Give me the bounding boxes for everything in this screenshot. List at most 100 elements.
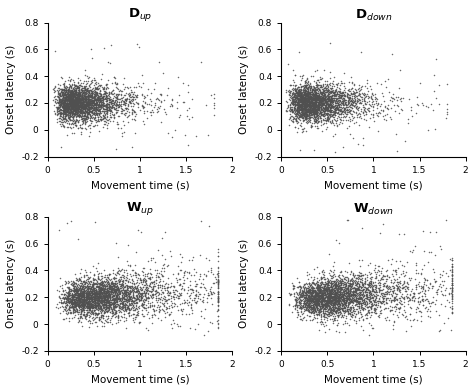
Point — [318, 291, 326, 297]
Point — [97, 298, 105, 304]
Point — [307, 292, 314, 298]
Point — [91, 288, 98, 294]
Point — [91, 296, 98, 302]
Point — [298, 113, 305, 119]
Point — [316, 307, 323, 313]
Point — [341, 274, 348, 280]
Point — [415, 279, 422, 285]
Point — [80, 307, 87, 314]
Point — [337, 294, 345, 301]
Point — [84, 280, 92, 287]
Point — [79, 92, 86, 98]
Point — [160, 285, 168, 291]
Point — [360, 280, 367, 286]
Point — [308, 114, 316, 120]
Point — [69, 95, 76, 101]
Point — [300, 287, 308, 293]
Point — [300, 96, 308, 102]
Point — [68, 300, 76, 306]
Point — [307, 298, 314, 304]
Point — [103, 277, 110, 283]
Point — [335, 305, 342, 311]
Point — [333, 98, 341, 104]
Point — [448, 263, 456, 269]
Point — [66, 310, 73, 316]
Point — [339, 100, 346, 106]
Point — [144, 298, 152, 304]
Point — [316, 294, 323, 300]
Point — [102, 298, 109, 304]
Point — [65, 96, 73, 103]
Point — [298, 90, 306, 96]
Point — [310, 106, 317, 112]
Point — [291, 92, 299, 98]
Point — [59, 94, 66, 100]
Point — [73, 103, 80, 109]
Point — [75, 98, 82, 104]
Point — [86, 96, 93, 102]
Point — [125, 96, 133, 102]
Point — [324, 107, 332, 113]
Point — [300, 112, 308, 119]
Point — [287, 104, 294, 110]
Point — [111, 302, 119, 308]
Point — [90, 95, 98, 101]
Point — [303, 296, 311, 303]
Point — [314, 115, 321, 121]
Point — [337, 94, 345, 100]
Point — [307, 109, 315, 115]
Point — [97, 105, 104, 111]
Point — [312, 309, 320, 315]
Point — [81, 302, 88, 308]
Point — [69, 93, 77, 99]
Point — [322, 292, 329, 298]
Point — [91, 309, 98, 316]
Point — [403, 293, 411, 300]
Point — [304, 96, 311, 103]
Point — [397, 98, 405, 104]
Point — [384, 294, 392, 301]
Point — [409, 317, 417, 323]
Point — [214, 296, 222, 302]
Point — [132, 99, 140, 105]
Point — [102, 283, 110, 289]
Point — [301, 96, 309, 102]
Point — [80, 101, 88, 107]
Point — [60, 99, 68, 106]
Point — [82, 279, 90, 285]
Point — [313, 83, 320, 90]
Point — [329, 87, 337, 94]
Point — [350, 278, 358, 284]
Point — [72, 89, 79, 95]
Point — [312, 300, 320, 306]
Point — [134, 227, 142, 233]
Point — [85, 288, 93, 294]
Point — [413, 101, 421, 107]
Point — [171, 287, 178, 293]
Point — [104, 275, 112, 281]
Point — [76, 113, 84, 119]
Point — [312, 290, 319, 296]
Point — [94, 95, 102, 101]
Point — [326, 75, 334, 81]
Point — [130, 300, 137, 306]
Point — [85, 92, 92, 98]
Point — [69, 111, 76, 117]
Point — [122, 301, 130, 308]
Point — [62, 295, 70, 301]
Point — [328, 98, 335, 105]
Point — [355, 317, 363, 324]
Point — [61, 92, 68, 99]
Point — [85, 133, 93, 139]
Point — [327, 94, 334, 101]
Point — [334, 291, 342, 297]
Point — [86, 117, 93, 123]
Point — [79, 286, 86, 292]
Point — [111, 310, 119, 316]
Point — [404, 286, 411, 292]
Point — [305, 109, 313, 115]
Point — [71, 288, 78, 294]
Point — [323, 295, 331, 301]
Point — [121, 291, 129, 297]
Point — [304, 107, 312, 113]
